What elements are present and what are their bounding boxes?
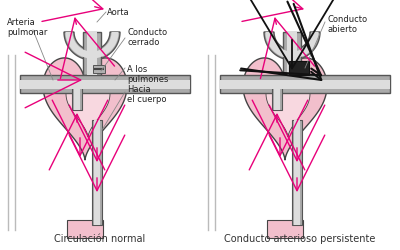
Bar <box>274 84 280 110</box>
Bar <box>86 32 98 75</box>
Polygon shape <box>266 32 318 58</box>
Bar <box>292 120 302 225</box>
Bar <box>289 61 309 75</box>
Text: Conducto
cerrado: Conducto cerrado <box>127 28 167 48</box>
Bar <box>272 84 282 110</box>
Bar <box>294 120 300 225</box>
Text: Conducto
abierto: Conducto abierto <box>327 15 367 34</box>
Bar <box>67 220 103 238</box>
Text: Conducto arterioso persistente: Conducto arterioso persistente <box>224 234 376 244</box>
Text: Arteria
pulmonar: Arteria pulmonar <box>7 18 47 38</box>
Bar <box>83 32 101 75</box>
Bar <box>20 75 190 93</box>
Bar <box>74 84 80 110</box>
Text: Circulación normal: Circulación normal <box>54 234 146 244</box>
Bar <box>220 75 390 93</box>
Bar <box>267 220 303 238</box>
Polygon shape <box>266 78 310 137</box>
Polygon shape <box>264 32 320 60</box>
Bar <box>93 65 105 73</box>
Polygon shape <box>66 32 118 58</box>
Text: Hacia
el cuerpo: Hacia el cuerpo <box>127 85 166 104</box>
Text: Aorta: Aorta <box>107 8 130 17</box>
Polygon shape <box>64 32 120 60</box>
Bar <box>72 84 82 110</box>
Bar <box>92 120 102 225</box>
Bar <box>94 120 100 225</box>
Bar <box>286 32 298 75</box>
Polygon shape <box>66 78 110 137</box>
Polygon shape <box>43 58 127 160</box>
Bar <box>20 80 190 88</box>
Bar <box>220 80 390 88</box>
Polygon shape <box>243 58 327 160</box>
Text: A los
pulmones: A los pulmones <box>127 65 168 84</box>
Bar <box>283 32 301 75</box>
